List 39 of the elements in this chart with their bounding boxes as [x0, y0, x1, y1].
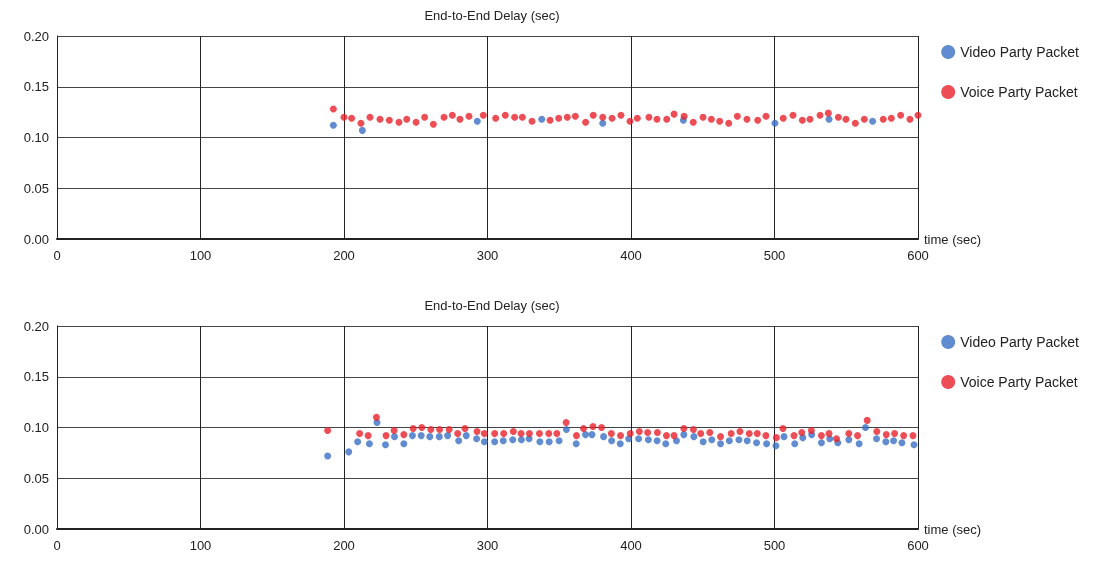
- x-axis-title: time (sec): [924, 521, 982, 537]
- y-tick-label: 0.05: [23, 180, 49, 196]
- y-tick-label: 0.05: [23, 470, 49, 486]
- y-tick-label: 0.00: [23, 231, 49, 247]
- y-tick-label: 0.10: [23, 130, 49, 145]
- x-tick-label: 200: [333, 538, 355, 553]
- legend-label: Video Party Packet: [960, 334, 1080, 350]
- x-tick-label: 300: [476, 538, 499, 553]
- x-tick-label: 400: [620, 538, 642, 553]
- y-tick-label: 0.20: [23, 28, 49, 44]
- chart-title: End-to-End Delay (sec): [424, 298, 560, 313]
- x-tick-label: 500: [763, 538, 786, 553]
- y-tick-label: 0.10: [23, 420, 49, 435]
- point: [599, 119, 607, 127]
- chart-title: End-to-End Delay (sec): [424, 8, 560, 23]
- x-tick-label: 200: [333, 248, 355, 263]
- x-tick-label: 100: [189, 538, 212, 553]
- point: [538, 115, 546, 123]
- y-tick-label: 0.15: [23, 369, 49, 385]
- x-tick-label: 300: [476, 248, 499, 263]
- legend-label: Video Party Packet: [960, 44, 1080, 60]
- y-tick-label: 0.20: [23, 318, 49, 334]
- point: [869, 117, 877, 125]
- legend-label: Voice Party Packet: [960, 374, 1078, 390]
- x-tick-label: 600: [907, 538, 929, 553]
- x-tick-label: 600: [907, 248, 929, 263]
- x-tick-label: 500: [763, 248, 786, 263]
- y-tick-label: 0.15: [23, 79, 49, 95]
- x-tick-label: 400: [620, 248, 642, 263]
- point: [473, 117, 481, 125]
- x-tick-label: 0: [53, 538, 61, 553]
- x-axis-title: time (sec): [924, 231, 982, 247]
- legend-label: Voice Party Packet: [960, 84, 1078, 100]
- point: [358, 126, 366, 134]
- x-tick-label: 0: [53, 248, 61, 263]
- y-tick-label: 0.00: [23, 521, 49, 537]
- point: [329, 121, 337, 129]
- x-tick-label: 100: [189, 248, 212, 263]
- point: [771, 119, 779, 127]
